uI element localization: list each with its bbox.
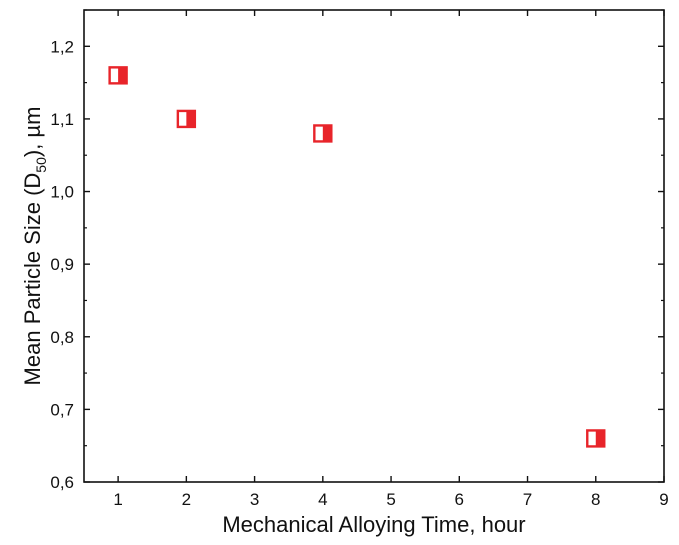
x-tick-label: 4	[318, 490, 327, 509]
x-tick-label: 9	[659, 490, 668, 509]
data-point-open-half	[177, 110, 187, 127]
y-tick-label: 0,8	[50, 328, 74, 347]
data-point-filled-half	[186, 110, 195, 127]
data-point-filled-half	[118, 67, 127, 84]
data-marks	[108, 66, 606, 448]
y-tick-label: 1,2	[50, 37, 74, 56]
x-tick-label: 5	[386, 490, 395, 509]
data-point-outline	[176, 109, 197, 129]
data-point-open-half	[587, 430, 596, 447]
x-tick-label: 8	[591, 490, 600, 509]
y-axis-title-prefix: Mean Particle Size (D	[20, 173, 45, 386]
data-point	[108, 66, 128, 85]
data-point-filled-half	[322, 125, 332, 142]
axes-layer	[83, 9, 665, 483]
y-tick-label: 0,7	[50, 400, 74, 419]
x-tick-label: 2	[182, 490, 191, 509]
data-point-filled-half	[595, 430, 605, 447]
data-point	[176, 109, 197, 129]
data-point-open-half	[109, 67, 119, 84]
data-point-outline	[586, 429, 606, 448]
x-tick-label: 1	[113, 490, 122, 509]
data-point-outline	[313, 124, 333, 143]
y-axis-title-subscript: 50	[33, 157, 49, 173]
x-tick-label: 6	[455, 490, 464, 509]
y-tick-label: 1,0	[50, 183, 74, 202]
y-axis-title-suffix: ), µm	[20, 107, 45, 158]
x-axis-title: Mechanical Alloying Time, hour	[222, 512, 525, 537]
data-point-open-half	[314, 125, 323, 142]
y-axis-title: Mean Particle Size (D50), µm	[20, 107, 49, 386]
data-point	[313, 124, 333, 143]
plot-frame	[83, 9, 665, 483]
data-point-outline	[108, 66, 128, 85]
x-tick-label: 3	[250, 490, 259, 509]
ticks-layer: 1 2 3 4 5 6 7 8 9 0,6 0,7 0,8 0,9 1,0 1,1 1,2	[50, 9, 669, 509]
x-tick-label: 7	[523, 490, 532, 509]
y-tick-label: 0,9	[50, 255, 74, 274]
y-tick-label: 1,1	[50, 110, 74, 129]
data-point	[586, 429, 606, 448]
y-tick-label: 0,6	[50, 473, 74, 492]
